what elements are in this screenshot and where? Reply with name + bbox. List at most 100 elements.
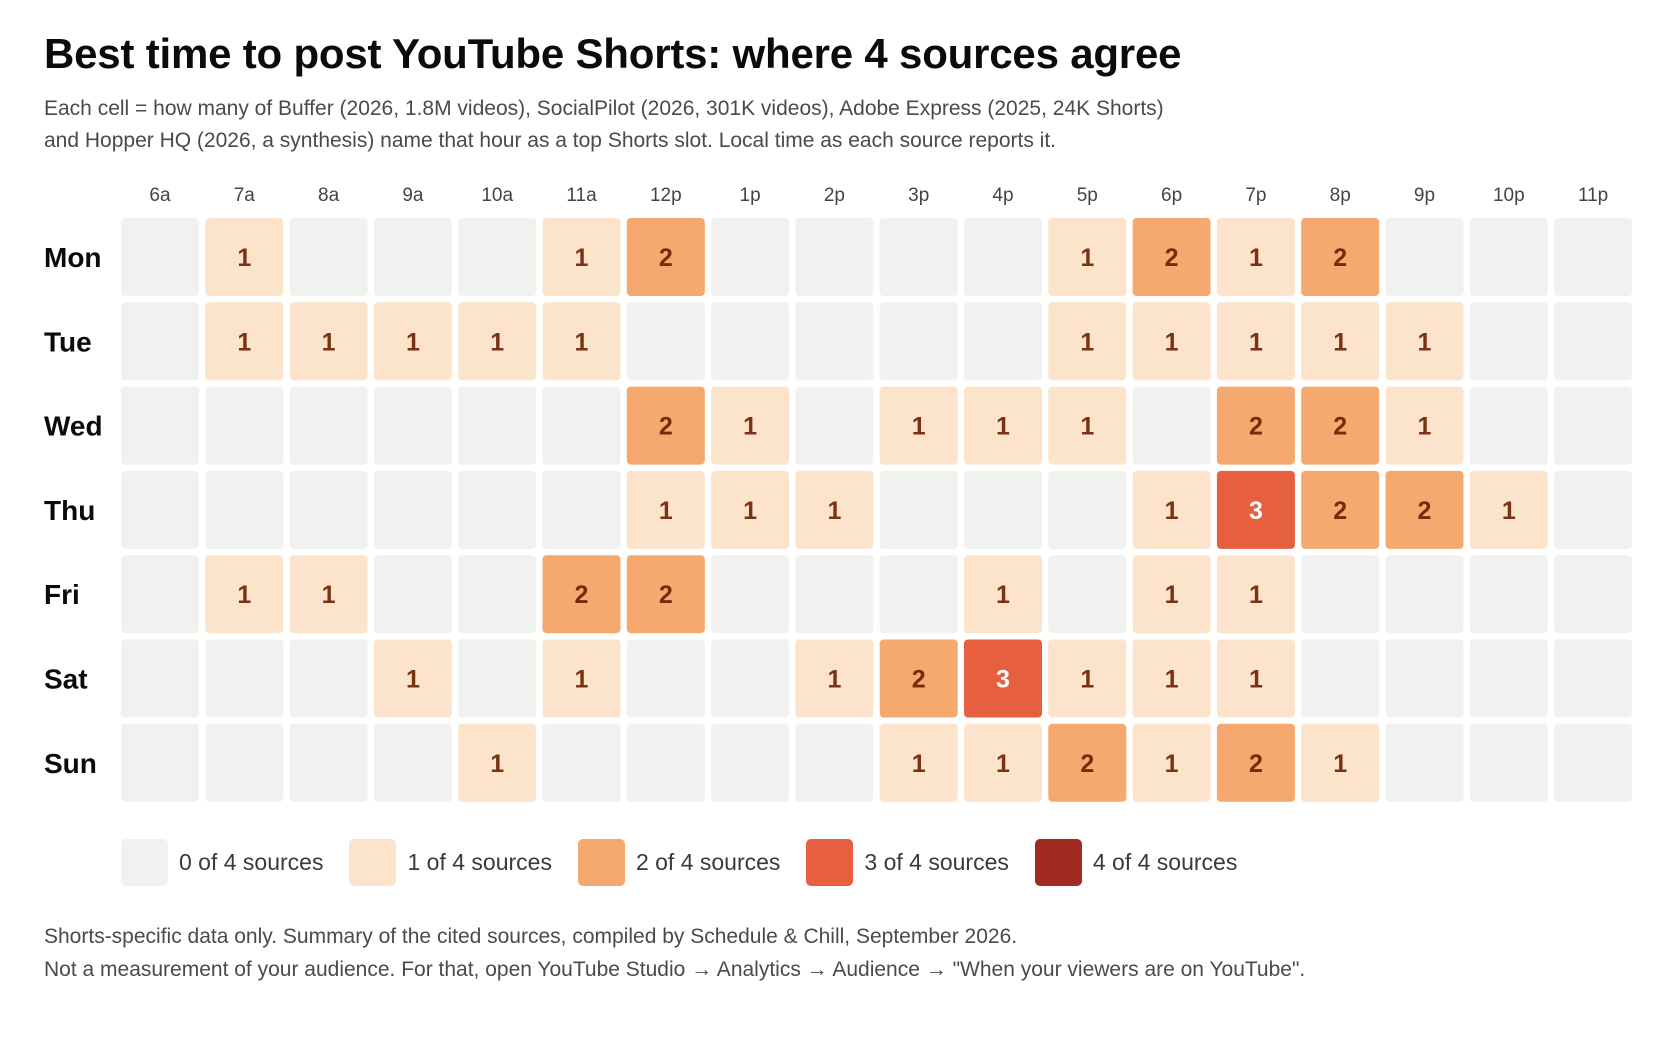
heatmap-cell [121,218,199,296]
cell-value-label: 2 [1333,497,1347,525]
cell-value-label: 1 [1418,413,1432,441]
x-tick-label: 3p [908,185,929,206]
heatmap-cell [458,218,537,296]
legend-label: 3 of 4 sources [864,848,1009,875]
heatmap-cell [711,470,790,549]
heatmap-cell [795,470,874,549]
heatmap-cell [1216,723,1295,802]
legend-label: 4 of 4 sources [1092,848,1238,875]
heatmap-cell [289,218,368,296]
heatmap-cell [121,302,199,381]
cell-value-label: 2 [1418,497,1432,525]
cell-value-label: 1 [827,666,841,694]
legend-label: 0 of 4 sources [179,848,324,875]
heatmap-cell [711,218,790,296]
x-tick-label: 6a [149,185,171,206]
cell-value-label: 2 [659,413,673,441]
x-tick-label: 10a [481,185,513,206]
heatmap-cell [626,470,705,549]
heatmap-cell [964,723,1042,802]
heatmap-cell [205,470,284,549]
heatmap-cell [373,386,452,465]
cell-value-label: 1 [1502,497,1516,525]
y-tick-label: Tue [44,326,92,357]
footnote-line-1: Shorts-specific data only. Summary of th… [44,925,1018,948]
heatmap-cell [1469,723,1548,802]
cell-value-label: 1 [406,328,420,356]
footnote-line-2: Not a measurement of your audience. For … [44,958,1306,981]
cell-value-label: 1 [996,413,1010,441]
heatmap-cell [1554,386,1633,465]
cell-value-label: 1 [996,750,1010,778]
cell-value-label: 1 [1080,328,1094,356]
heatmap-cell [964,386,1042,465]
cell-value-label: 1 [237,244,251,272]
heatmap-cell [964,639,1042,718]
cell-value-label: 1 [912,750,926,778]
heatmap-cell [1132,386,1211,465]
heatmap-cell [1048,218,1127,296]
cell-value-label: 3 [996,666,1010,694]
x-tick-label: 1p [740,185,761,206]
x-tick-label: 9p [1414,185,1435,206]
x-tick-label: 6p [1161,185,1182,206]
y-tick-label: Sun [44,748,97,779]
x-tick-label: 2p [824,185,845,206]
heatmap-cell [1048,302,1127,381]
heatmap-cell [205,386,284,465]
x-tick-label: 4p [992,185,1013,206]
heatmap-cell [1301,639,1380,718]
cell-value-label: 1 [322,328,336,356]
heatmap-cell [1385,218,1464,296]
heatmap-cell [1132,218,1211,296]
heatmap-cell [626,723,705,802]
heatmap-cell [711,723,790,802]
heatmap-cell [458,386,537,465]
heatmap-cell [121,639,199,718]
heatmap-cell [1301,470,1380,549]
heatmap-cell [964,555,1042,634]
x-tick-label: 8a [318,185,340,206]
heatmap-cell [1554,639,1633,718]
heatmap-cell [1385,386,1464,465]
heatmap-cell [1301,386,1380,465]
heatmap-cell [1132,470,1211,549]
heatmap-cell [1469,218,1548,296]
x-tick-label: 7a [234,185,256,206]
legend-item: 4 of 4 sources [1034,838,1238,886]
legend-item: 2 of 4 sources [577,838,780,886]
heatmap-cell [795,639,874,718]
heatmap-cell [1216,470,1295,549]
heatmap-cell [1385,555,1464,634]
y-tick-label: Wed [44,411,103,442]
heatmap-cell [1554,723,1633,802]
cell-value-label: 1 [1333,750,1347,778]
heatmap-cell [879,386,958,465]
cell-value-label: 2 [659,581,673,609]
x-tick-label: 8p [1330,185,1351,206]
cell-value-label: 2 [1080,750,1094,778]
heatmap-cell [1216,639,1295,718]
heatmap-cell [1385,302,1464,381]
x-tick-label: 10p [1493,185,1525,206]
heatmap-cell [964,218,1042,296]
legend-label: 1 of 4 sources [407,848,552,875]
cell-value-label: 1 [659,497,673,525]
y-tick-label: Thu [44,495,95,526]
cell-value-label: 2 [1165,244,1179,272]
heatmap-cell [626,555,705,634]
heatmap-cell [373,218,452,296]
heatmap-cell [1554,302,1633,381]
heatmap-cell [542,555,621,634]
cell-value-label: 1 [1418,328,1432,356]
heatmap-cell [1469,386,1548,465]
y-tick-label: Mon [44,242,102,273]
cell-value-label: 1 [237,581,251,609]
cell-value-label: 2 [912,666,926,694]
heatmap-cell [289,386,368,465]
cell-value-label: 1 [827,497,841,525]
cell-value-label: 1 [996,581,1010,609]
cell-value-label: 3 [1249,497,1263,525]
heatmap-cell [711,555,790,634]
cell-value-label: 1 [912,413,926,441]
